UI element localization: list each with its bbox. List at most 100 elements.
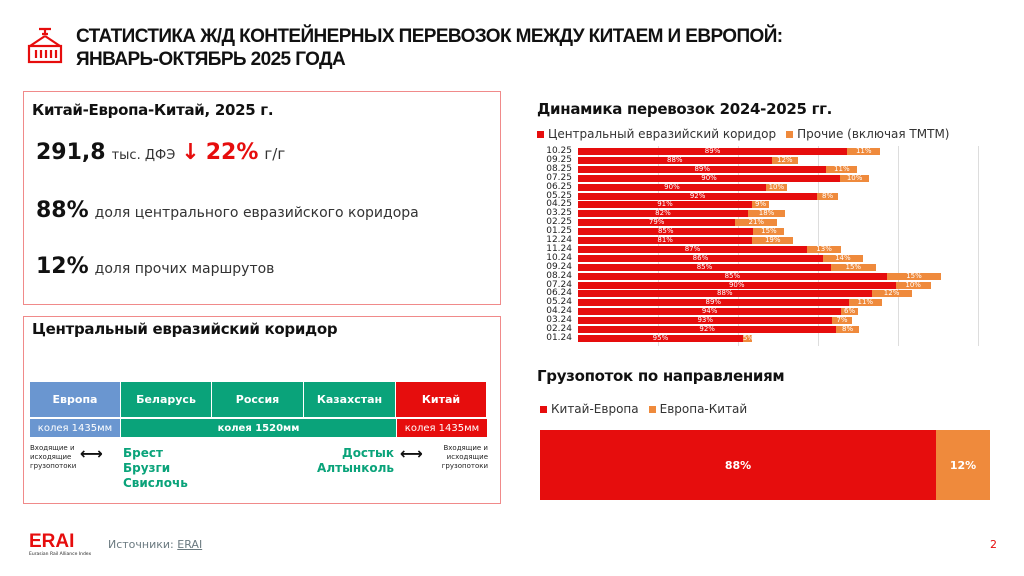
bar-central: 86%	[578, 254, 823, 262]
bar-eu-cn: 12%	[936, 430, 990, 500]
gridline	[978, 146, 979, 346]
bar-central: 89%	[578, 148, 848, 155]
category-label: 01.24	[546, 332, 572, 343]
bar-central: 88%	[578, 156, 772, 164]
dynamics-chart-title: Динамика перевозок 2024-2025 гг.	[537, 100, 833, 118]
double-arrow-icon: ⟷	[80, 444, 103, 463]
bar-other: 9%	[751, 201, 770, 209]
dynamics-legend: Центральный евразийский коридор Прочие (…	[537, 127, 949, 141]
bar-central: 82%	[578, 210, 748, 218]
bar-other: 10%	[840, 174, 870, 182]
east-border-stations: Достык Алтынколь	[317, 446, 394, 475]
category-label: 01.25	[546, 226, 572, 237]
category-label: 04.25	[546, 199, 572, 210]
category-label: 05.25	[546, 190, 572, 201]
category-label: 09.24	[546, 261, 572, 272]
bar-other: 10%	[895, 281, 931, 289]
bar-other: 15%	[886, 272, 942, 280]
bar-other: 6%	[841, 308, 858, 316]
gauge-europe: колея 1435мм	[30, 419, 120, 437]
bar-central: 95%	[578, 334, 743, 342]
bar-other: 11%	[848, 299, 882, 307]
bar-cn-eu: 88%	[540, 430, 936, 500]
direction-legend: Китай-Европа Европа-Китай	[540, 402, 747, 416]
direction-chart-title: Грузопоток по направлениям	[537, 367, 785, 385]
bar-central: 93%	[578, 317, 833, 325]
double-arrow-icon: ⟷	[400, 444, 423, 463]
legend-swatch-central	[537, 130, 544, 138]
gridline	[898, 146, 899, 346]
legend-swatch-eu-cn	[648, 405, 656, 413]
bar-central: 91%	[578, 201, 752, 209]
bar-other: 8%	[836, 326, 859, 333]
category-label: 10.25	[546, 146, 572, 156]
bar-other: 18%	[747, 210, 786, 218]
category-label: 08.25	[546, 163, 572, 174]
bar-central: 90%	[578, 174, 841, 182]
bar-central: 89%	[578, 299, 849, 307]
bar-central: 85%	[578, 272, 887, 280]
category-label: 07.24	[546, 279, 572, 290]
bar-central: 81%	[578, 237, 753, 244]
category-label: 02.24	[546, 324, 572, 334]
page-number: 2	[990, 538, 997, 551]
bar-central: 79%	[578, 219, 736, 227]
bar-other: 11%	[847, 148, 881, 155]
category-label: 06.24	[546, 288, 572, 299]
volume-stat: 291,8 тыс. ДФЭ ↓ 22% г/г	[36, 140, 286, 165]
category-label: 09.25	[546, 154, 572, 165]
category-label: 11.24	[546, 243, 572, 254]
country-russia: Россия	[212, 382, 304, 417]
category-label: 06.25	[546, 181, 572, 192]
category-label: 04.24	[546, 306, 572, 317]
bar-central: 88%	[578, 290, 872, 298]
category-label: 05.24	[546, 297, 572, 308]
bar-central: 90%	[578, 281, 896, 289]
west-border-stations: Брест Брузги Свислочь	[123, 446, 188, 490]
country-europe: Европа	[30, 382, 121, 417]
gauge-china: колея 1435мм	[397, 419, 487, 437]
bar-central: 94%	[578, 308, 842, 316]
legend-swatch-other	[786, 130, 794, 138]
category-label: 07.25	[546, 172, 572, 183]
central-share-stat: 88% доля центрального евразийского коридо…	[36, 198, 419, 223]
legend-swatch-cn-eu	[540, 405, 547, 413]
flows-label-west: Входящие и исходящие грузопотоки	[30, 444, 77, 470]
category-label: 10.24	[546, 252, 572, 263]
bar-other: 21%	[735, 219, 778, 227]
bar-other: 14%	[822, 254, 863, 262]
summary-panel	[23, 91, 501, 305]
bar-other: 10%	[765, 183, 787, 191]
country-belarus: Беларусь	[121, 382, 212, 417]
bar-central: 92%	[578, 326, 837, 333]
country-china: Китай	[396, 382, 487, 417]
bar-other: 12%	[871, 290, 912, 298]
category-label: 08.24	[546, 270, 572, 281]
country-kazakhstan: Казахстан	[304, 382, 396, 417]
bar-central: 90%	[578, 183, 766, 191]
corridor-panel	[23, 316, 501, 504]
summary-title: Китай-Европа-Китай, 2025 г.	[32, 101, 274, 119]
down-arrow-icon: ↓	[181, 140, 200, 165]
direction-bar: 88% 12%	[540, 430, 990, 500]
category-label: 12.24	[546, 235, 572, 245]
bar-central: 85%	[578, 263, 831, 271]
bar-other: 13%	[806, 245, 842, 253]
bar-other: 7%	[832, 317, 852, 325]
other-share-stat: 12% доля прочих маршрутов	[36, 254, 275, 279]
category-label: 03.24	[546, 315, 572, 326]
bar-central: 89%	[578, 165, 827, 173]
container-crane-icon	[27, 27, 63, 64]
sources: Источники: ERAI	[108, 538, 203, 551]
erai-logo: ERAI	[29, 531, 75, 552]
erai-logo-subtitle: Eurasian Rail Alliance Index	[29, 552, 92, 557]
bar-central: 85%	[578, 228, 754, 236]
bar-other: 12%	[771, 156, 798, 164]
bar-other: 15%	[753, 228, 785, 236]
bar-other: 19%	[752, 237, 794, 244]
bar-other: 15%	[830, 263, 876, 271]
bar-other: 5%	[742, 334, 752, 342]
gauge-transit: колея 1520мм	[121, 419, 396, 437]
bar-other: 11%	[826, 165, 858, 173]
sources-link[interactable]: ERAI	[177, 538, 203, 551]
